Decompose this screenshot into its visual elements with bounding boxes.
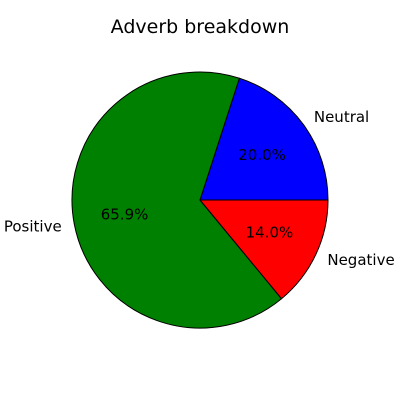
slice-percent-positive: 65.9% (101, 205, 149, 223)
pie-slice-neutral (199, 77, 329, 201)
slice-label-positive: Positive (4, 217, 62, 235)
pie-slice-positive (71, 71, 282, 329)
chart-title: Adverb breakdown (111, 16, 290, 38)
pie-slice-negative (199, 199, 329, 300)
slice-percent-neutral: 20.0% (238, 146, 286, 164)
slice-label-neutral: Neutral (314, 108, 369, 126)
slice-percent-negative: 14.0% (246, 224, 294, 242)
pie-slices (71, 71, 329, 329)
slice-label-negative: Negative (327, 251, 394, 269)
pie-labels: Neutral 20.0% Positive 65.9% Negative 14.0% (4, 108, 395, 269)
